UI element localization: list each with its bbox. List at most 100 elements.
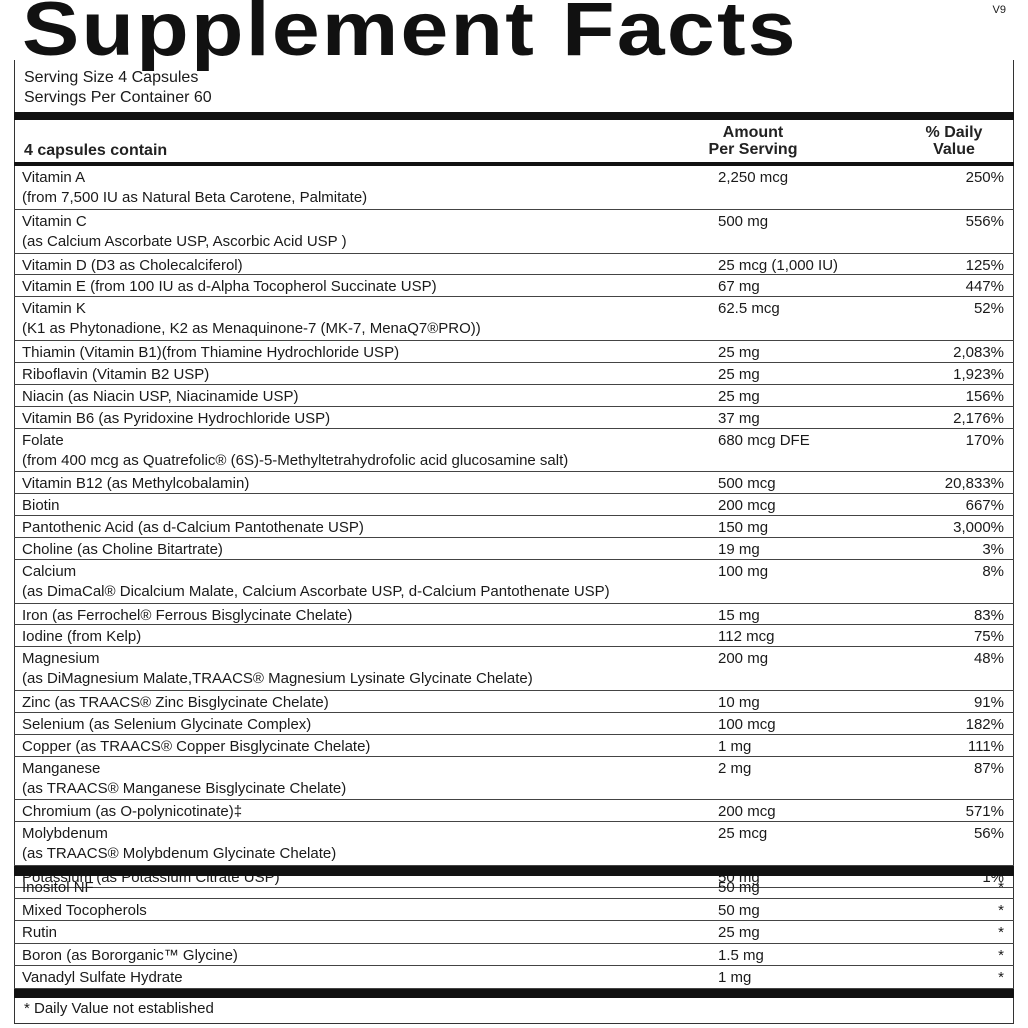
daily-value: 83% [973, 606, 1004, 624]
table-row: Vitamin B12 (as Methylcobalamin) 500 mcg 2… [14, 472, 1014, 495]
divider-thick [14, 112, 1014, 120]
nutrient-name: Magnesium (as DiMagnesium Malate,TRAACS® … [22, 649, 533, 689]
nutrient-name: Zinc (as TRAACS® Zinc Bisglycinate Chela… [22, 693, 329, 713]
nutrient-name-text: Vitamin D (D3 as Cholecalciferol) [22, 256, 243, 274]
daily-value: 447% [965, 278, 1004, 296]
daily-value: * [998, 901, 1004, 919]
servings-per-container: Servings Per Container 60 [24, 89, 212, 106]
nutrient-name-text: Manganese [22, 759, 101, 777]
table-row: Vanadyl Sulfate Hydrate 1 mg * [14, 966, 1014, 989]
nutrient-name-text: Folate [22, 431, 64, 449]
amount-per-serving: 19 mg [718, 540, 760, 558]
table-row: Manganese (as TRAACS® Manganese Bisglycin… [14, 757, 1014, 801]
table-row: Molybdenum (as TRAACS® Molybdenum Glycina… [14, 822, 1014, 866]
footnote: * Daily Value not established [24, 1000, 214, 1017]
nutrient-name: Vitamin D (D3 as Cholecalciferol) [22, 256, 243, 276]
page-title: Supplement Facts [22, 0, 798, 72]
table-row: Chromium (as O-polynicotinate)‡ 200 mcg 57… [14, 800, 1014, 823]
daily-value: 556% [965, 212, 1004, 230]
table-row: Vitamin E (from 100 IU as d-Alpha Tocoph… [14, 275, 1014, 298]
table-row: Zinc (as TRAACS® Zinc Bisglycinate Chela… [14, 691, 1014, 713]
table-row: Mixed Tocopherols 50 mg * [14, 899, 1014, 922]
amount-per-serving: 25 mcg [718, 825, 768, 843]
amount-per-serving: 150 mg [718, 519, 769, 536]
amount-per-serving: 2 mg [718, 759, 752, 777]
nutrient-name: Choline (as Choline Bitartrate) [22, 540, 223, 560]
daily-value: 156% [965, 387, 1004, 405]
daily-value: 2,176% [953, 409, 1004, 427]
header-contents: 4 capsules contain [24, 142, 168, 159]
nutrient-name: Inositol NF [22, 878, 94, 898]
nutrient-name: Vitamin B12 (as Methylcobalamin) [22, 474, 249, 494]
amount-per-serving: 50 mg [718, 901, 760, 919]
table-row: Pantothenic Acid (as d-Calcium Pantothen… [14, 516, 1014, 538]
header-dv-line1: % Daily [925, 124, 983, 141]
nutrient-name: Biotin [22, 496, 60, 516]
nutrient-name: Vitamin E (from 100 IU as d-Alpha Tocoph… [22, 277, 437, 297]
amount-per-serving: 112 mcg [718, 628, 775, 646]
amount-per-serving: 15 mg [718, 606, 760, 624]
daily-value: 125% [965, 256, 1004, 274]
nutrient-name-text: Boron (as Bororganic™ Glycine) [22, 946, 238, 964]
amount-per-serving: 2,250 mcg [718, 169, 789, 186]
nutrient-name: Vitamin K (K1 as Phytonadione, K2 as Mena… [22, 299, 481, 339]
daily-value: 170% [965, 431, 1004, 449]
nutrient-name: Iron (as Ferrochel® Ferrous Bisglycinate… [22, 606, 352, 626]
table-row: Magnesium (as DiMagnesium Malate,TRAACS® … [14, 647, 1014, 691]
table-row: Choline (as Choline Bitartrate) 19 mg 3% [14, 538, 1014, 560]
table-row: Selenium (as Selenium Glycinate Complex)… [14, 713, 1014, 735]
daily-value: 667% [965, 497, 1004, 515]
nutrient-name-text: Niacin (as Niacin USP, Niacinamide USP) [22, 387, 299, 405]
amount-per-serving: 1.5 mg [718, 946, 764, 964]
daily-value: 2,083% [953, 344, 1004, 361]
table-row: Vitamin C (as Calcium Ascorbate USP, Asco… [14, 210, 1014, 254]
nutrient-name: Vanadyl Sulfate Hydrate [22, 968, 183, 988]
header-amount-line1: Amount [722, 124, 784, 141]
daily-value: 52% [973, 300, 1004, 318]
nutrient-name: Vitamin A (from 7,500 IU as Natural Beta … [22, 168, 367, 208]
nutrient-name: Chromium (as O-polynicotinate)‡ [22, 802, 242, 822]
nutrient-name-text: Selenium (as Selenium Glycinate Complex) [22, 715, 312, 733]
amount-per-serving: 500 mg [718, 212, 769, 230]
table-row: Vitamin K (K1 as Phytonadione, K2 as Mena… [14, 297, 1014, 341]
nutrient-name-text: Mixed Tocopherols [22, 901, 147, 919]
divider-medium [14, 162, 1014, 166]
nutrient-name-text: Iron (as Ferrochel® Ferrous Bisglycinate… [22, 606, 353, 624]
amount-per-serving: 500 mcg [718, 475, 776, 493]
amount-per-serving: 1 mg [718, 737, 752, 755]
nutrient-name: Calcium (as DimaCal® Dicalcium Malate, Ca… [22, 562, 610, 602]
nutrient-name: Thiamin (Vitamin B1)(from Thiamine Hydro… [22, 343, 399, 363]
nutrient-name: Selenium (as Selenium Glycinate Complex) [22, 715, 311, 735]
serving-info: Serving Size 4 Capsules Servings Per Con… [24, 68, 212, 108]
nutrient-name: Pantothenic Acid (as d-Calcium Pantothen… [22, 518, 364, 538]
serving-size: Serving Size 4 Capsules [24, 69, 199, 86]
nutrient-name-text: Molybdenum [22, 825, 108, 843]
table-row: Vitamin D (D3 as Cholecalciferol) 25 mcg … [14, 254, 1014, 276]
amount-per-serving: 37 mg [718, 409, 760, 427]
daily-value: * [998, 879, 1004, 896]
amount-per-serving: 67 mg [718, 278, 760, 296]
nutrient-name-text: Vitamin K [22, 300, 86, 318]
nutrient-name: Molybdenum (as TRAACS® Molybdenum Glycina… [22, 824, 336, 864]
amount-per-serving: 200 mg [718, 650, 769, 668]
amount-per-serving: 25 mg [718, 365, 760, 383]
daily-value: 91% [973, 694, 1004, 711]
nutrient-name-text: Choline (as Choline Bitartrate) [22, 540, 223, 558]
table-row: Folate (from 400 mcg as Quatrefolic® (6S)… [14, 429, 1014, 473]
daily-value: 3% [982, 540, 1004, 558]
nutrient-name-text: Thiamin (Vitamin B1)(from Thiamine Hydro… [22, 344, 400, 361]
header-dv: % Daily Value [904, 124, 1004, 158]
daily-value: * [998, 969, 1004, 987]
nutrient-name: Vitamin C (as Calcium Ascorbate USP, Asco… [22, 212, 347, 252]
amount-per-serving: 10 mg [718, 694, 760, 711]
nutrient-name-text: Vitamin E (from 100 IU as d-Alpha Tocoph… [22, 278, 437, 296]
nutrient-name: Mixed Tocopherols [22, 901, 147, 921]
nutrient-name: Riboflavin (Vitamin B2 USP) [22, 365, 209, 385]
nutrient-source: (as DimaCal® Dicalcium Malate, Calcium A… [22, 582, 610, 600]
table-row: Rutin 25 mg * [14, 921, 1014, 944]
nutrient-name: Niacin (as Niacin USP, Niacinamide USP) [22, 387, 299, 407]
daily-value: 75% [973, 628, 1004, 646]
nutrient-name: Folate (from 400 mcg as Quatrefolic® (6S)… [22, 431, 568, 471]
nutrient-name-text: Riboflavin (Vitamin B2 USP) [22, 365, 210, 383]
daily-value: 8% [982, 562, 1004, 580]
